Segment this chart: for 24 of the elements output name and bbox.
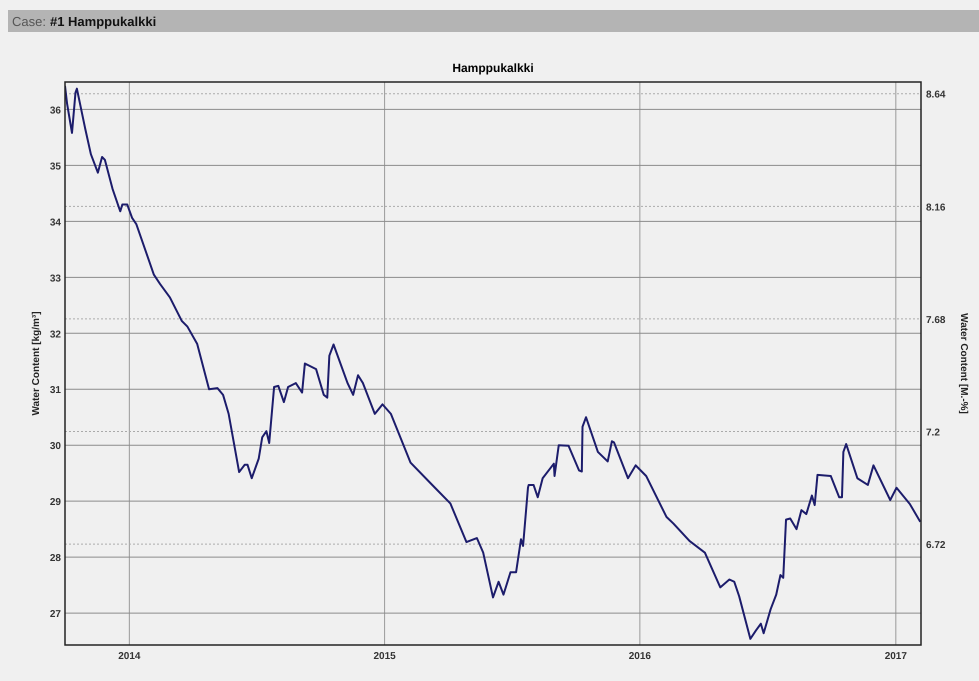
y-axis-title: Water Content [kg/m³] <box>31 311 42 416</box>
y-tick-label: 34 <box>50 217 62 228</box>
y-tick-label: 32 <box>50 329 62 340</box>
y2-tick-label: 7.68 <box>926 314 946 326</box>
y-tick-label: 35 <box>50 161 62 172</box>
y-tick-label: 36 <box>50 105 62 116</box>
y-tick-label: 28 <box>50 553 62 564</box>
y-tick-label: 29 <box>50 497 62 508</box>
x-tick-label: 2016 <box>628 651 652 662</box>
x-tick-label: 2014 <box>118 651 141 662</box>
y2-tick-label: 8.16 <box>926 202 946 214</box>
x-tick-label: 2015 <box>373 651 396 662</box>
line-series <box>65 84 921 640</box>
y-tick-label: 30 <box>50 441 62 452</box>
y-tick-label: 27 <box>50 609 62 620</box>
y2-tick-label: 7.2 <box>926 428 940 439</box>
x-tick-label: 2017 <box>884 651 908 662</box>
chart-subtitle: Case: #1 Hamppukalkki <box>12 14 156 29</box>
y2-tick-label: 8.64 <box>926 90 946 101</box>
y2-axis-title: Water Content [M.-%] <box>958 313 969 414</box>
y-tick-label: 31 <box>50 385 62 396</box>
chart-title: Hamppukalkki <box>452 61 534 75</box>
y2-tick-label: 6.72 <box>926 540 946 552</box>
y-tick-label: 33 <box>50 273 62 284</box>
